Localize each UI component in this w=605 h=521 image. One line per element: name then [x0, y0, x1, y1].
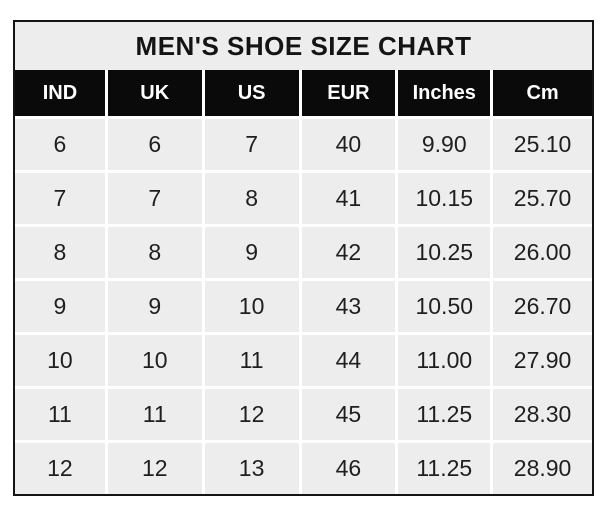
table-cell: 26.70 — [493, 281, 592, 332]
table-cell: 11.25 — [398, 389, 491, 440]
table-cell: 11 — [15, 389, 105, 440]
table-cell: 43 — [301, 281, 396, 332]
table-cell: 40 — [301, 119, 396, 170]
table-cell: 9 — [204, 227, 299, 278]
header-cell-inches: Inches — [398, 70, 491, 116]
table-cell: 25.10 — [493, 119, 592, 170]
table-cell: 9 — [15, 281, 105, 332]
header-cell-ind: IND — [15, 70, 105, 116]
shoe-size-chart: MEN'S SHOE SIZE CHART IND UK US EUR Inches Cm… — [13, 20, 594, 496]
table-cell: 26.00 — [493, 227, 592, 278]
table-cell: 25.70 — [493, 173, 592, 224]
table-cell: 42 — [301, 227, 396, 278]
header-cell-us: US — [204, 70, 299, 116]
table-cell: 7 — [15, 173, 105, 224]
table-cell: 10.25 — [398, 227, 491, 278]
table-cell: 28.90 — [493, 443, 592, 494]
table-cell: 9 — [107, 281, 202, 332]
header-cell-uk: UK — [107, 70, 202, 116]
table-cell: 8 — [15, 227, 105, 278]
header-cell-eur: EUR — [301, 70, 396, 116]
table-cell: 10.15 — [398, 173, 491, 224]
table-cell: 10 — [107, 335, 202, 386]
table-cell: 41 — [301, 173, 396, 224]
table-cell: 11 — [204, 335, 299, 386]
table-cell: 12 — [15, 443, 105, 494]
header-cell-cm: Cm — [493, 70, 592, 116]
table-cell: 13 — [204, 443, 299, 494]
table-cell: 10 — [15, 335, 105, 386]
table-cell: 6 — [107, 119, 202, 170]
chart-title: MEN'S SHOE SIZE CHART — [15, 22, 592, 70]
table-cell: 7 — [107, 173, 202, 224]
table-cell: 11.25 — [398, 443, 491, 494]
table-cell: 11.00 — [398, 335, 491, 386]
table-cell: 10 — [204, 281, 299, 332]
table-cell: 8 — [204, 173, 299, 224]
table-cell: 28.30 — [493, 389, 592, 440]
table-cell: 45 — [301, 389, 396, 440]
table-cell: 46 — [301, 443, 396, 494]
table-cell: 6 — [15, 119, 105, 170]
table-cell: 11 — [107, 389, 202, 440]
table-cell: 8 — [107, 227, 202, 278]
table-cell: 12 — [107, 443, 202, 494]
table-cell: 27.90 — [493, 335, 592, 386]
table-cell: 10.50 — [398, 281, 491, 332]
table-cell: 7 — [204, 119, 299, 170]
table-cell: 44 — [301, 335, 396, 386]
table-cell: 12 — [204, 389, 299, 440]
table-cell: 9.90 — [398, 119, 491, 170]
size-table: IND UK US EUR Inches Cm 6 6 7 40 9.90 25.10 7 7 8 41 10.… — [15, 70, 592, 494]
